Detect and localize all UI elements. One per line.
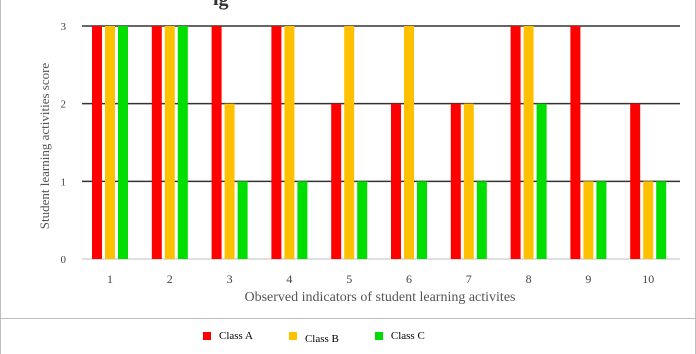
legend-item-class-c: Class C <box>374 330 425 342</box>
legend-label-class-c: Class C <box>390 330 425 342</box>
labels-layer: 0 1 2 3 1 2 3 4 5 6 7 8 9 10 Observed indicators of st… <box>37 21 654 305</box>
bar-class-a-7 <box>450 103 461 260</box>
x-tick-label: 10 <box>642 272 654 286</box>
bar-class-c-5 <box>357 181 368 259</box>
frame-left-border <box>0 0 1 354</box>
y-tick-label: 0 <box>61 254 67 266</box>
bar-class-a-8 <box>510 26 521 259</box>
x-tick-label: 2 <box>167 272 173 286</box>
frame-bottom-divider <box>0 318 696 319</box>
bar-class-a-9 <box>570 26 581 259</box>
bar-class-a-1 <box>92 26 102 259</box>
x-tick-label: 1 <box>107 272 113 286</box>
legend-item-class-b: Class B <box>288 330 339 345</box>
legend: Class A Class B Class C <box>203 330 425 345</box>
bar-class-c-9 <box>596 181 607 259</box>
x-tick-label: 4 <box>286 272 292 286</box>
legend-label-class-b: Class B <box>304 333 339 345</box>
bar-class-a-10 <box>630 103 641 260</box>
legend-swatch-class-a <box>203 332 211 340</box>
bar-class-b-2 <box>164 26 175 259</box>
bar-class-a-6 <box>391 103 401 260</box>
x-tick-label: 5 <box>346 272 352 286</box>
cropped-heading-fragment: ig <box>213 0 229 11</box>
bar-class-a-4 <box>271 26 282 259</box>
x-tick-label: 6 <box>406 272 412 286</box>
bars-layer <box>92 26 667 260</box>
legend-swatch-class-c <box>374 332 383 340</box>
legend-label-class-a: Class A <box>219 330 253 342</box>
bar-class-c-2 <box>177 26 188 259</box>
bar-class-c-7 <box>476 181 487 259</box>
bar-class-b-6 <box>404 26 414 259</box>
y-tick-label: 2 <box>61 99 67 111</box>
bar-class-c-3 <box>237 181 248 259</box>
x-tick-label: 7 <box>466 272 472 286</box>
bar-class-b-1 <box>105 26 115 259</box>
bar-class-c-6 <box>417 181 427 259</box>
bar-class-c-10 <box>656 181 667 259</box>
bar-class-c-4 <box>297 181 308 259</box>
legend-item-class-a: Class A <box>203 330 253 342</box>
bar-class-a-3 <box>211 26 222 259</box>
y-axis-title: Student learning activities score <box>37 63 52 230</box>
x-tick-label: 8 <box>526 272 532 286</box>
bar-class-b-5 <box>344 26 355 259</box>
bar-class-a-5 <box>331 103 342 260</box>
bar-class-b-3 <box>224 103 235 260</box>
x-tick-label: 3 <box>227 272 233 286</box>
y-tick-label: 1 <box>61 176 67 188</box>
bar-class-b-9 <box>583 181 594 259</box>
bar-class-b-10 <box>643 181 654 259</box>
y-tick-label: 3 <box>61 21 67 33</box>
x-tick-label: 9 <box>585 272 591 286</box>
legend-swatch-class-b <box>288 332 297 340</box>
bar-class-b-4 <box>284 26 295 259</box>
bar-class-b-7 <box>463 103 474 260</box>
bar-class-b-8 <box>523 26 534 259</box>
bar-class-a-2 <box>151 26 162 259</box>
bar-class-c-1 <box>118 26 128 259</box>
x-axis-title: Observed indicators of student learning … <box>245 290 516 305</box>
bar-class-c-8 <box>536 103 547 260</box>
